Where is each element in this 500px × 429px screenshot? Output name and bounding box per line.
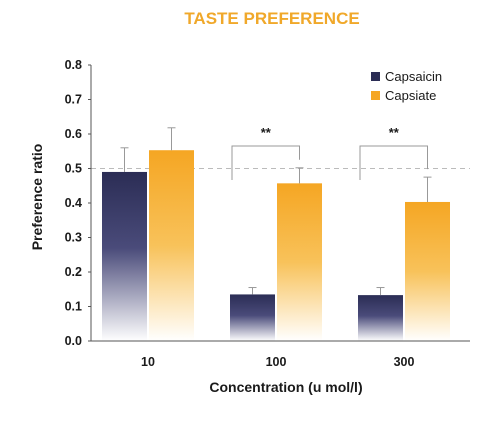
chart-title: TASTE PREFERENCE [184,9,359,28]
significance-layer: ** ** [231,125,428,180]
y-tick-label: 0.8 [65,58,82,72]
legend-swatch-capsiate [371,91,380,100]
x-axis-label: Concentration (u mol/l) [209,379,362,395]
x-tick-label-300: 300 [394,355,415,369]
y-tick-label: 0.1 [65,300,82,314]
bar-capsiate-300 [405,201,450,341]
bar-capsaicin-100 [230,294,275,341]
axes-layer: 0.0 0.1 0.2 0.3 0.4 0.5 0.6 0.7 0.8 10 100 300 [65,58,470,369]
x-tick-label-100: 100 [266,355,287,369]
significance-label-300: ** [389,125,400,140]
legend-label-capsaicin: Capsaicin [385,69,442,84]
legend-swatch-capsaicin [371,72,380,81]
y-tick-label: 0.7 [65,93,82,107]
bar-capsiate-10 [149,150,194,341]
error-bars-layer [120,127,432,296]
significance-bracket-300 [359,145,428,180]
x-tick-label-10: 10 [141,355,155,369]
legend-label-capsiate: Capsiate [385,88,436,103]
bar-capsaicin-10 [102,171,147,341]
bar-capsaicin-300 [358,295,403,341]
bars-layer [102,150,450,341]
y-tick-label: 0.4 [65,196,82,210]
y-tick-label: 0.5 [65,162,82,176]
y-tick-label: 0.3 [65,231,82,245]
y-tick-label: 0.2 [65,265,82,279]
y-tick-label: 0.6 [65,127,82,141]
y-axis-label: Preference ratio [29,144,45,251]
bar-capsiate-100 [277,183,322,341]
legend: Capsaicin Capsiate [371,69,442,103]
significance-bracket-100 [231,145,300,180]
significance-label-100: ** [261,125,272,140]
y-tick-label: 0.0 [65,334,82,348]
